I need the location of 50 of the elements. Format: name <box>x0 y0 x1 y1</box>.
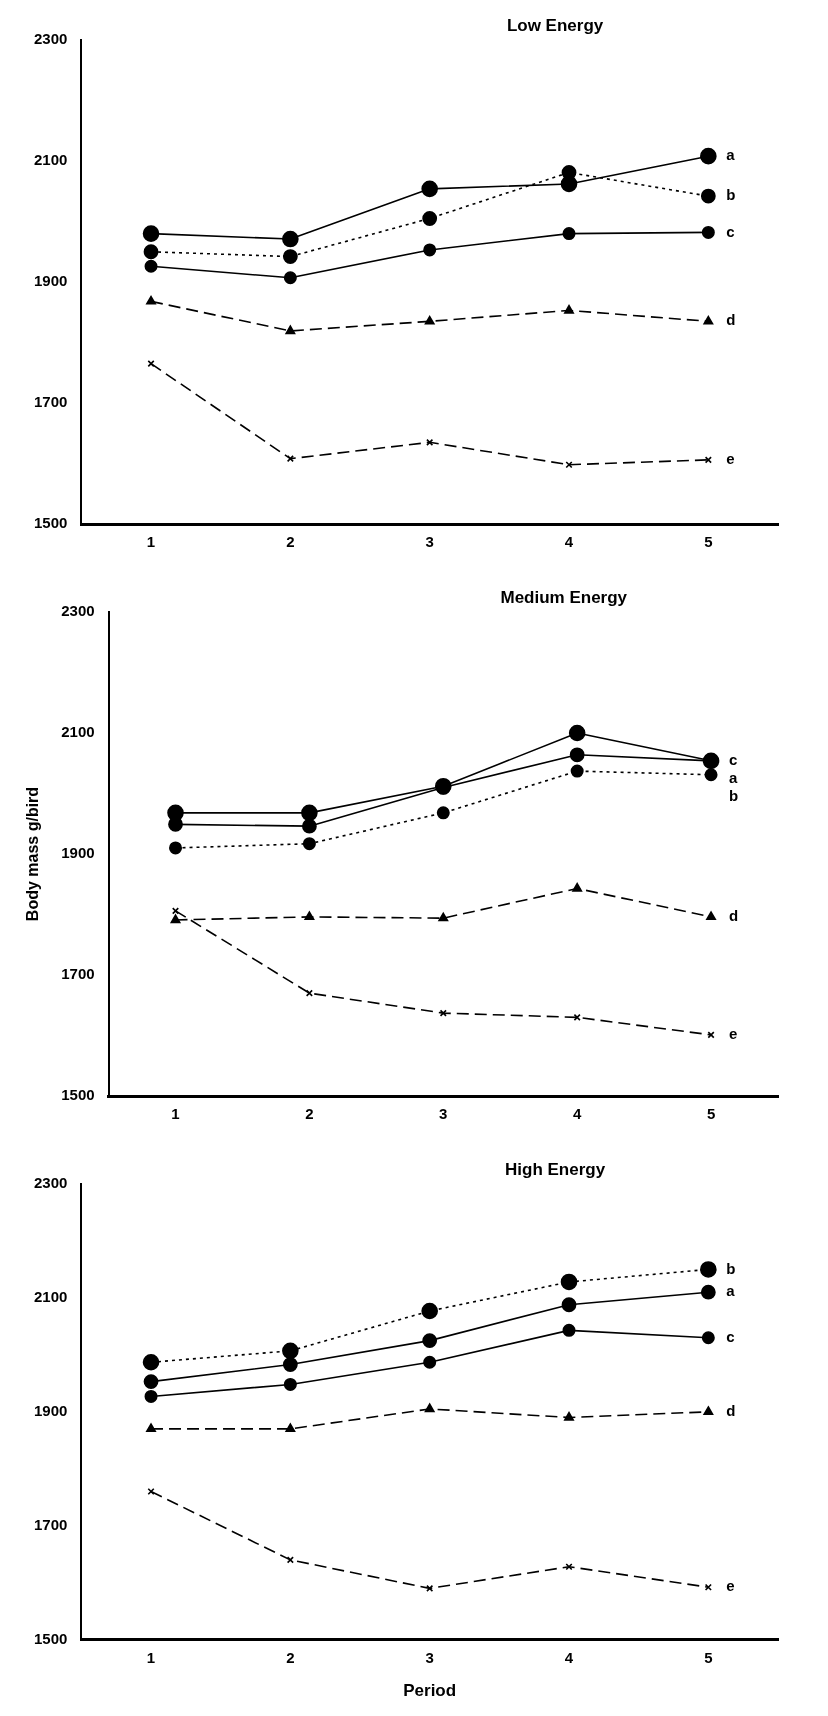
y-tick-label: 1500 <box>33 514 68 532</box>
y-tick-label: 1900 <box>61 844 95 862</box>
x-tick-label: 2 <box>305 1105 314 1123</box>
series-label: a <box>726 1282 736 1300</box>
y-tick-label: 1700 <box>61 965 95 983</box>
x-tick-label: 5 <box>704 533 713 551</box>
y-tick-label: 2300 <box>33 1174 68 1192</box>
series-label: a <box>726 146 736 164</box>
series-label: e <box>726 450 735 468</box>
series-label: c <box>726 222 735 240</box>
x-tick-label: 1 <box>171 1105 180 1123</box>
series-label: c <box>726 1327 735 1345</box>
x-tick-label: 4 <box>564 533 574 551</box>
series-label: d <box>729 907 739 925</box>
x-tick-label: 4 <box>573 1105 582 1123</box>
y-tick-label: 1700 <box>33 393 68 411</box>
y-tick-label: 1500 <box>61 1086 95 1104</box>
y-tick-label: 1900 <box>33 272 68 290</box>
series-label: d <box>726 311 736 329</box>
y-tick-label: 2300 <box>61 602 95 620</box>
y-tick-label: 2100 <box>33 151 68 169</box>
series-label: e <box>726 1577 735 1595</box>
chart-title: Low Energy <box>506 16 604 36</box>
chart-title: High Energy <box>505 1160 606 1180</box>
x-tick-label: 3 <box>425 533 434 551</box>
x-axis-title: Period <box>403 1681 457 1701</box>
x-tick-label: 3 <box>439 1105 448 1123</box>
x-tick-label: 1 <box>146 533 156 551</box>
series-label: d <box>726 1401 736 1419</box>
series-label: e <box>729 1025 738 1043</box>
x-tick-label: 3 <box>425 1648 434 1666</box>
x-tick-label: 2 <box>286 533 295 551</box>
y-tick-label: 1500 <box>33 1629 68 1647</box>
y-tick-label: 1700 <box>33 1515 68 1533</box>
x-tick-label: 5 <box>704 1648 713 1666</box>
x-tick-label: 4 <box>564 1648 574 1666</box>
y-tick-label: 2100 <box>33 1288 68 1306</box>
series-label: b <box>729 786 739 804</box>
series-label: b <box>726 1259 736 1277</box>
chart-title: Medium Energy <box>500 588 628 608</box>
x-tick-label: 2 <box>286 1648 295 1666</box>
y-tick-label: 2300 <box>33 30 68 48</box>
y-axis-title: Body mass g/bird <box>24 786 42 922</box>
x-tick-label: 1 <box>146 1648 156 1666</box>
series-label: a <box>729 768 739 786</box>
y-tick-label: 1900 <box>33 1401 68 1419</box>
series-label: c <box>729 750 738 768</box>
x-tick-label: 5 <box>706 1105 716 1123</box>
series-label: b <box>726 186 736 204</box>
y-tick-label: 2100 <box>61 723 95 741</box>
